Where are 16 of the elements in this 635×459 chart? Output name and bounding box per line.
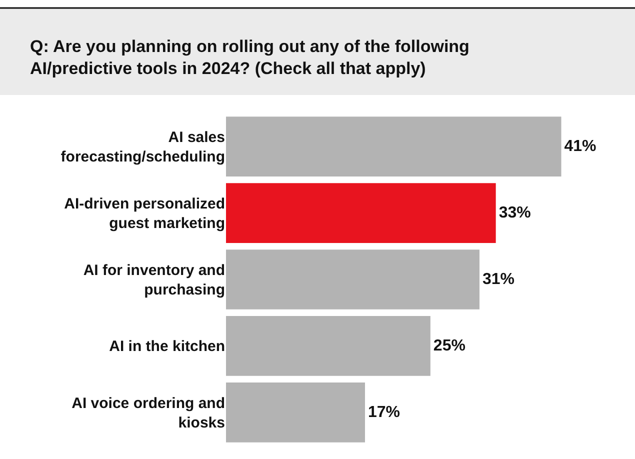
y-tick-label: AI in the kitchen <box>109 338 225 356</box>
bar <box>226 250 480 310</box>
bar <box>226 382 365 442</box>
y-tick-label: AI for inventory and purchasing <box>83 262 225 298</box>
data-label: 33% <box>498 204 531 222</box>
data-label: 31% <box>482 271 515 288</box>
data-label: 17% <box>368 404 400 421</box>
y-tick-label: AI sales forecasting/scheduling <box>60 129 225 166</box>
data-label: 41% <box>564 138 596 156</box>
data-label: 25% <box>433 337 466 354</box>
y-tick-label: AI-driven personalized guest marketing <box>64 196 225 232</box>
y-tick-label: AI voice ordering and kiosks <box>72 394 225 432</box>
chart-title: Q: Are you planning on rolling out any of the following AI/predictive tools in 2024? (Check all that apply) <box>30 37 470 78</box>
bar <box>226 183 496 243</box>
bar <box>226 316 430 376</box>
bar <box>226 116 562 176</box>
